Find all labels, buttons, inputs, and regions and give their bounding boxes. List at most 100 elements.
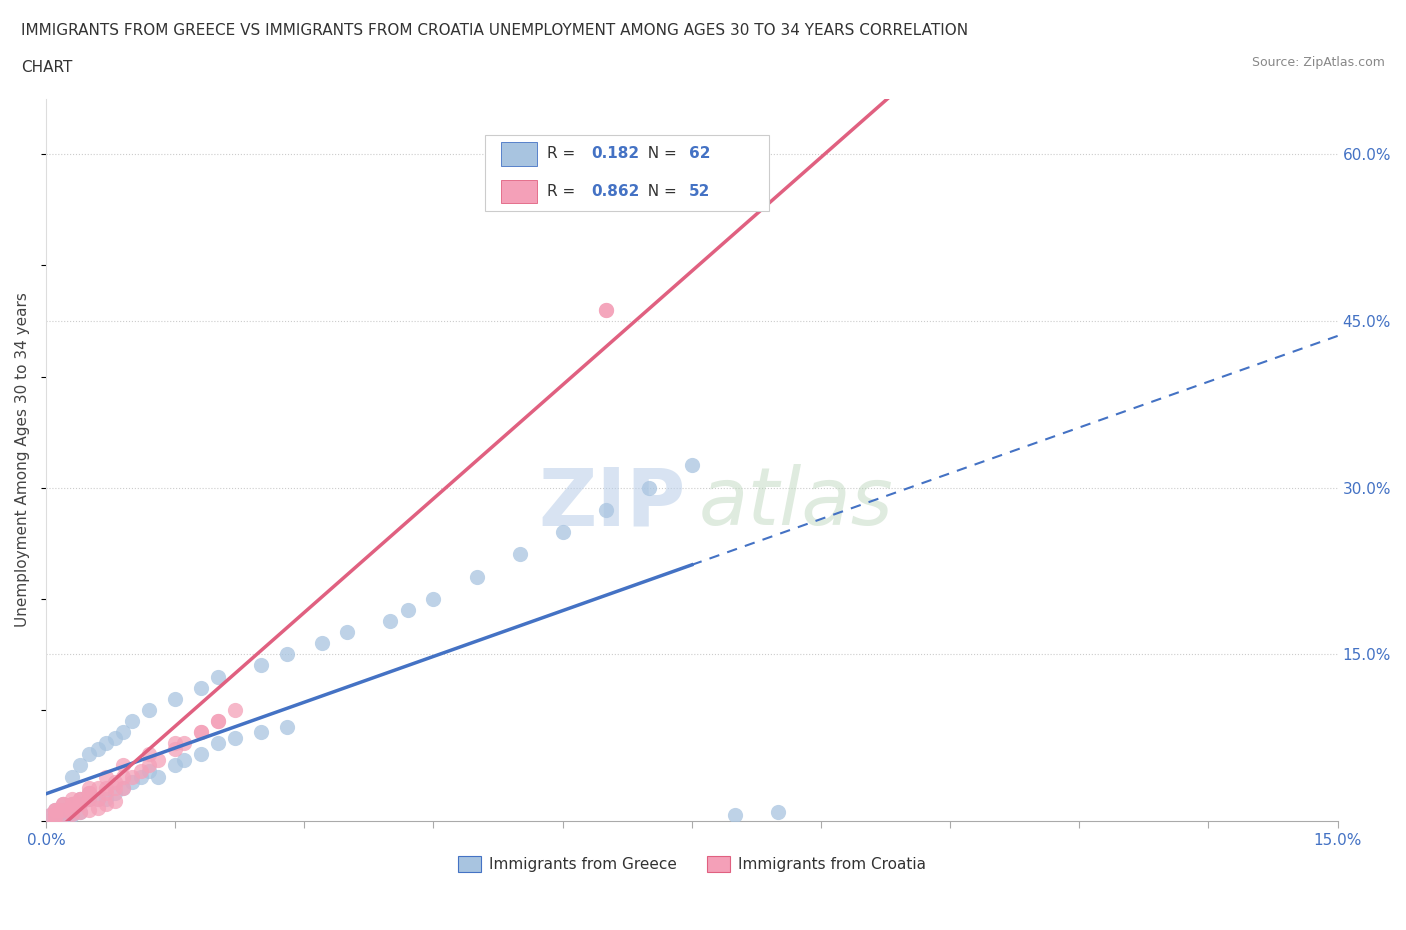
- Point: [121, 775, 143, 790]
- Point: [250, 724, 273, 739]
- Point: [86, 780, 108, 795]
- Y-axis label: Unemployment Among Ages 30 to 34 years: Unemployment Among Ages 30 to 34 years: [15, 292, 30, 627]
- Point: [60, 803, 83, 817]
- Text: N =: N =: [637, 146, 681, 161]
- Text: Source: ZipAtlas.com: Source: ZipAtlas.com: [1251, 56, 1385, 69]
- Point: [190, 724, 212, 739]
- Point: [165, 736, 187, 751]
- Point: [77, 786, 100, 801]
- Text: 52: 52: [689, 184, 710, 199]
- Text: 0.182: 0.182: [591, 146, 640, 161]
- Point: [224, 702, 246, 717]
- Point: [86, 800, 108, 815]
- Point: [60, 805, 83, 820]
- Point: [104, 786, 127, 801]
- Point: [39, 808, 62, 823]
- Point: [69, 791, 91, 806]
- Text: IMMIGRANTS FROM GREECE VS IMMIGRANTS FROM CROATIA UNEMPLOYMENT AMONG AGES 30 TO : IMMIGRANTS FROM GREECE VS IMMIGRANTS FRO…: [21, 23, 969, 38]
- Point: [52, 808, 75, 823]
- Point: [44, 803, 66, 817]
- Text: R =: R =: [547, 184, 581, 199]
- Text: N =: N =: [637, 184, 681, 199]
- Point: [146, 752, 169, 767]
- Point: [276, 719, 298, 734]
- Point: [77, 791, 100, 806]
- Point: [129, 764, 152, 778]
- Point: [138, 702, 160, 717]
- Point: [207, 713, 229, 728]
- Text: R =: R =: [547, 146, 581, 161]
- Point: [44, 810, 66, 825]
- Point: [69, 804, 91, 819]
- Point: [96, 791, 118, 806]
- Point: [637, 480, 659, 495]
- Point: [44, 803, 66, 817]
- Point: [60, 807, 83, 822]
- Point: [207, 669, 229, 684]
- Text: atlas: atlas: [699, 464, 893, 542]
- Point: [96, 786, 118, 801]
- Point: [39, 808, 62, 823]
- Point: [69, 758, 91, 773]
- Point: [96, 780, 118, 795]
- Point: [86, 791, 108, 806]
- Point: [681, 458, 703, 472]
- Point: [112, 758, 135, 773]
- Point: [77, 803, 100, 817]
- Point: [52, 803, 75, 817]
- Point: [112, 780, 135, 795]
- FancyBboxPatch shape: [485, 135, 769, 211]
- Point: [52, 807, 75, 822]
- Point: [250, 658, 273, 673]
- Point: [138, 758, 160, 773]
- Point: [48, 803, 70, 817]
- Point: [276, 647, 298, 662]
- Point: [52, 809, 75, 824]
- Point: [60, 797, 83, 812]
- Point: [44, 810, 66, 825]
- Point: [52, 797, 75, 812]
- Point: [112, 769, 135, 784]
- Point: [86, 791, 108, 806]
- Point: [595, 302, 617, 317]
- Point: [165, 691, 187, 706]
- Point: [69, 804, 91, 819]
- Point: [69, 791, 91, 806]
- Point: [52, 797, 75, 812]
- Point: [48, 803, 70, 817]
- Point: [44, 810, 66, 825]
- Point: [766, 804, 789, 819]
- Point: [96, 769, 118, 784]
- FancyBboxPatch shape: [501, 180, 537, 204]
- Point: [86, 741, 108, 756]
- Point: [336, 625, 359, 640]
- Point: [190, 747, 212, 762]
- Point: [44, 803, 66, 817]
- Point: [380, 614, 402, 629]
- Point: [595, 502, 617, 517]
- Text: ZIP: ZIP: [538, 464, 685, 542]
- FancyBboxPatch shape: [501, 142, 537, 166]
- Point: [165, 741, 187, 756]
- Point: [60, 808, 83, 823]
- Point: [44, 808, 66, 823]
- Point: [52, 797, 75, 812]
- Point: [165, 758, 187, 773]
- Point: [104, 780, 127, 795]
- Point: [207, 736, 229, 751]
- Point: [465, 569, 488, 584]
- Point: [44, 808, 66, 823]
- Point: [69, 797, 91, 812]
- Point: [595, 302, 617, 317]
- Point: [112, 780, 135, 795]
- Point: [207, 713, 229, 728]
- Point: [96, 736, 118, 751]
- Text: 0.862: 0.862: [591, 184, 640, 199]
- Point: [69, 791, 91, 806]
- Point: [311, 636, 333, 651]
- Point: [112, 724, 135, 739]
- Point: [60, 803, 83, 817]
- Point: [422, 591, 444, 606]
- Point: [60, 791, 83, 806]
- Point: [104, 775, 127, 790]
